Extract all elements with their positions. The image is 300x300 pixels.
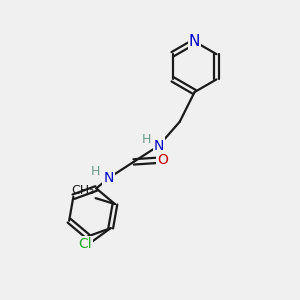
Text: O: O — [157, 153, 168, 167]
Text: N: N — [154, 139, 164, 152]
Text: Cl: Cl — [78, 237, 92, 251]
Text: N: N — [189, 34, 200, 49]
Text: CH₃: CH₃ — [71, 184, 94, 197]
Text: H: H — [142, 133, 151, 146]
Text: H: H — [91, 165, 101, 178]
Text: N: N — [103, 171, 114, 185]
